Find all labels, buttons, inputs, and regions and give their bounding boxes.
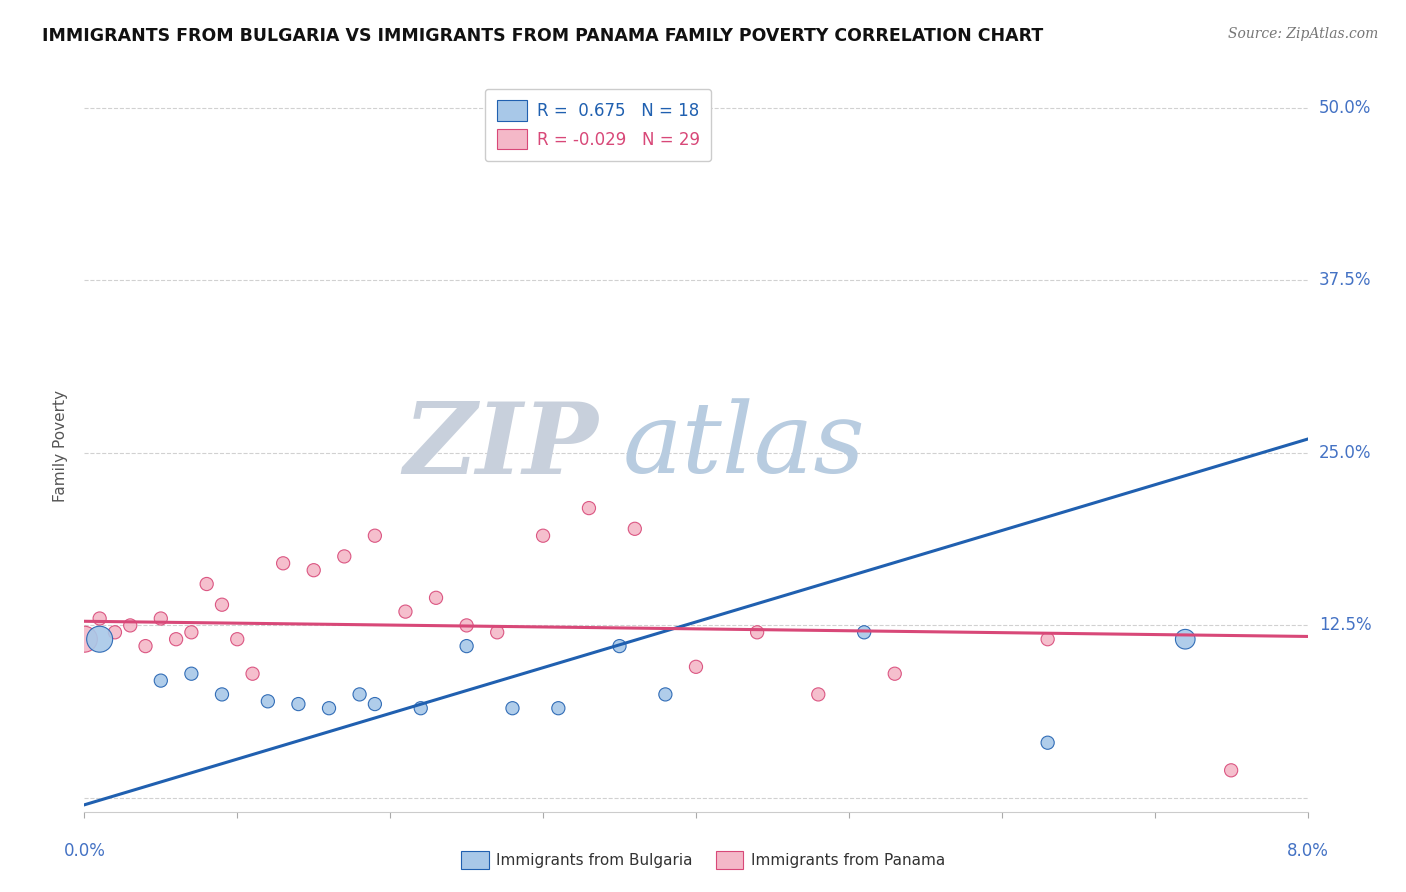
Point bbox=[364, 697, 387, 711]
Text: IMMIGRANTS FROM BULGARIA VS IMMIGRANTS FROM PANAMA FAMILY POVERTY CORRELATION CH: IMMIGRANTS FROM BULGARIA VS IMMIGRANTS F… bbox=[42, 27, 1043, 45]
Point bbox=[165, 632, 187, 647]
Point bbox=[257, 694, 280, 708]
Point bbox=[547, 701, 569, 715]
Text: Source: ZipAtlas.com: Source: ZipAtlas.com bbox=[1227, 27, 1378, 41]
Point bbox=[89, 632, 111, 647]
Point bbox=[747, 625, 769, 640]
Point bbox=[211, 687, 233, 701]
Point bbox=[333, 549, 356, 564]
Point bbox=[226, 632, 249, 647]
Point bbox=[1220, 764, 1243, 778]
Point bbox=[242, 666, 264, 681]
Point bbox=[1036, 736, 1059, 750]
Point bbox=[149, 673, 172, 688]
Point bbox=[624, 522, 647, 536]
Point bbox=[349, 687, 371, 701]
Point bbox=[456, 618, 478, 632]
Point bbox=[180, 666, 202, 681]
Point bbox=[302, 563, 325, 577]
Legend: Immigrants from Bulgaria, Immigrants from Panama: Immigrants from Bulgaria, Immigrants fro… bbox=[456, 845, 950, 875]
Point bbox=[89, 611, 111, 625]
Point bbox=[135, 639, 157, 653]
Text: ZIP: ZIP bbox=[404, 398, 598, 494]
Text: atlas: atlas bbox=[623, 399, 865, 493]
Point bbox=[180, 625, 202, 640]
Point bbox=[1036, 632, 1059, 647]
Point bbox=[104, 625, 127, 640]
Point bbox=[271, 557, 294, 571]
Point bbox=[364, 529, 387, 543]
Point bbox=[287, 697, 309, 711]
Point bbox=[149, 611, 172, 625]
Text: 12.5%: 12.5% bbox=[1319, 616, 1371, 634]
Point bbox=[685, 660, 707, 674]
Point bbox=[609, 639, 631, 653]
Point bbox=[120, 618, 142, 632]
Text: 37.5%: 37.5% bbox=[1319, 271, 1371, 289]
Point bbox=[195, 577, 218, 591]
Point bbox=[654, 687, 676, 701]
Y-axis label: Family Poverty: Family Poverty bbox=[53, 390, 69, 502]
Point bbox=[807, 687, 830, 701]
Point bbox=[578, 501, 600, 516]
Text: 50.0%: 50.0% bbox=[1319, 99, 1371, 117]
Point bbox=[853, 625, 876, 640]
Point bbox=[883, 666, 905, 681]
Point bbox=[73, 632, 96, 647]
Point bbox=[318, 701, 340, 715]
Point bbox=[502, 701, 524, 715]
Point bbox=[1174, 632, 1197, 647]
Text: 0.0%: 0.0% bbox=[63, 842, 105, 860]
Text: 25.0%: 25.0% bbox=[1319, 444, 1371, 462]
Point bbox=[409, 701, 432, 715]
Point bbox=[425, 591, 447, 605]
Point bbox=[486, 625, 509, 640]
Point bbox=[456, 639, 478, 653]
Text: 8.0%: 8.0% bbox=[1286, 842, 1329, 860]
Point bbox=[531, 529, 554, 543]
Legend: R =  0.675   N = 18, R = -0.029   N = 29: R = 0.675 N = 18, R = -0.029 N = 29 bbox=[485, 88, 711, 161]
Point bbox=[211, 598, 233, 612]
Point bbox=[394, 605, 416, 619]
